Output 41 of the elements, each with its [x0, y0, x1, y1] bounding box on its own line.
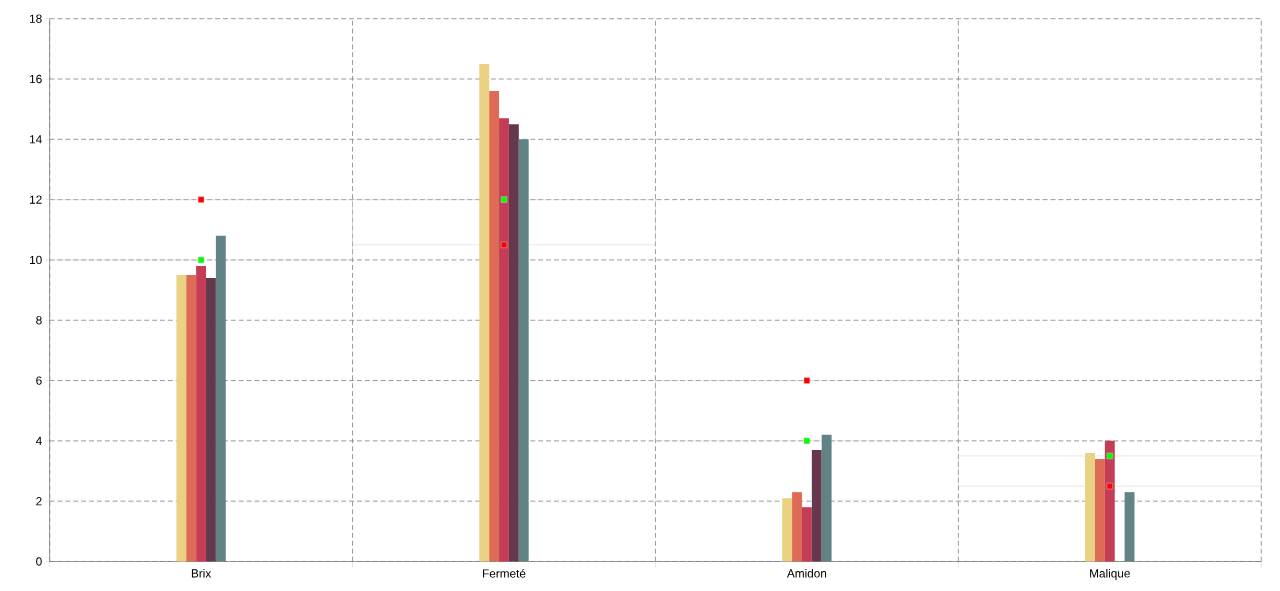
y-tick-label: 14 [30, 135, 42, 144]
point [1106, 482, 1114, 490]
bar [782, 498, 793, 562]
bar [499, 118, 509, 562]
point [197, 196, 205, 203]
y-tick-label: 16 [30, 74, 42, 84]
x-tick-label: Fermeté [483, 568, 526, 578]
bar [801, 507, 812, 562]
x-tick-label: Malique [1090, 568, 1130, 580]
bar [1104, 440, 1115, 562]
bar [1094, 458, 1105, 562]
y-tick-label: 4 [35, 436, 42, 445]
bar [792, 492, 802, 562]
x-tick-label: Amidon [786, 568, 827, 578]
bar [196, 265, 207, 562]
bar [508, 124, 519, 562]
bar [479, 63, 490, 562]
y-tick-label: 12 [30, 195, 42, 204]
bar [206, 278, 216, 562]
bar [176, 275, 187, 562]
y-tick-label: 2 [36, 497, 42, 506]
bar [489, 91, 500, 562]
point [1106, 452, 1114, 460]
y-tick-label: 8 [36, 316, 42, 325]
bar [1085, 452, 1095, 562]
bar [215, 235, 226, 562]
bar [186, 275, 197, 562]
bar [1124, 492, 1135, 562]
y-tick-label: 10 [30, 255, 42, 265]
point [500, 196, 508, 203]
bar [518, 139, 529, 562]
bar [821, 434, 832, 562]
point [803, 377, 811, 384]
y-tick-label: 0 [36, 557, 42, 566]
y-tick-label: 18 [30, 14, 42, 23]
x-tick-label: Brix [191, 568, 212, 578]
point [197, 256, 205, 264]
y-tick-label: 6 [36, 376, 42, 385]
bar [811, 449, 822, 562]
point [500, 241, 508, 249]
point [803, 437, 811, 445]
